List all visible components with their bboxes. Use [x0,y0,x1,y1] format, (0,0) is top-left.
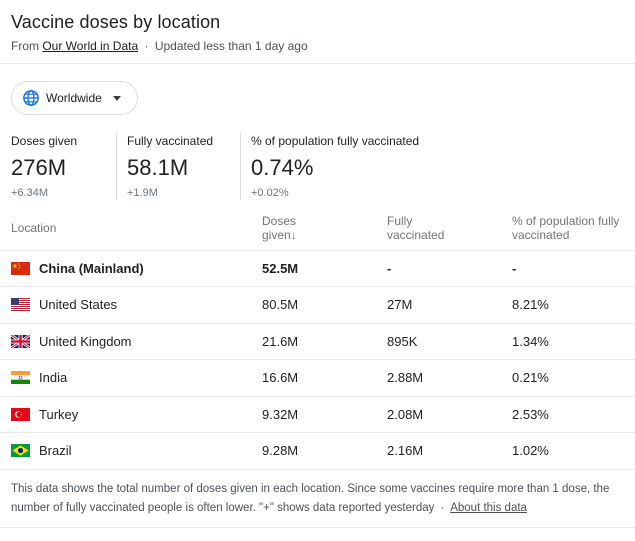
column-header-fully-vaccinated[interactable]: Fully vaccinated [387,206,512,251]
stat-value: 58.1M [127,155,189,180]
column-header-location: Location [0,206,262,251]
stat-label: Fully vaccinated [127,134,214,148]
fully-cell: 2.08M [387,396,512,433]
brazil-flag-icon [11,444,30,458]
percent-cell: 2.53% [512,396,635,433]
stat-value: 276M [11,155,67,180]
updated-text: Updated less than 1 day ago [154,39,308,53]
country-name: China (Mainland) [39,260,144,276]
column-header-doses-given[interactable]: Doses given↓ [262,206,387,251]
usa-flag-icon [11,298,30,312]
caret-down-icon [112,95,121,101]
doses-cell: 9.28M [262,432,387,470]
card-header: Vaccine doses by location From Our World… [0,0,635,64]
stat-delta: +1.9M [127,187,158,199]
turkey-flag-icon [11,407,30,421]
percent-cell: 1.02% [512,432,635,470]
source-prefix: From [11,39,39,53]
sort-arrow-icon: ↓ [290,227,297,242]
footer-note: This data shows the total number of dose… [11,480,626,518]
table-row[interactable]: United States 80.5M 27M 8.21% [0,286,635,324]
location-table: Location Doses given↓ Fully vaccinated % o… [0,206,635,470]
country-name: Brazil [39,443,72,459]
column-header-percent[interactable]: % of population fully vaccinated [512,206,635,251]
country-name: India [39,370,68,386]
summary-stats: Doses given 276M +6.34M Fully vaccinated… [11,133,440,200]
uk-flag-icon [10,333,31,349]
china-flag-icon [11,261,30,275]
fully-cell: 895K [387,323,512,360]
doses-cell: 16.6M [262,359,387,397]
fully-cell: 27M [387,286,512,324]
doses-cell: 80.5M [262,286,387,324]
source-line: From Our World in Data · Updated less th… [11,38,624,54]
stat-percent-vaccinated: % of population fully vaccinated 0.74% +… [240,133,440,200]
stat-label: % of population fully vaccinated [251,134,420,148]
country-name: United Kingdom [39,333,132,349]
doses-cell: 52.5M [262,250,387,287]
doses-cell: 9.32M [262,396,387,433]
stat-delta: +0.02% [251,187,289,199]
about-this-data-link[interactable]: About this data [450,502,527,514]
fully-cell: - [387,250,512,287]
stat-fully-vaccinated: Fully vaccinated 58.1M +1.9M [116,133,240,200]
country-name: United States [39,297,118,313]
stat-delta: +6.34M [11,187,48,199]
percent-cell: 0.21% [512,359,635,397]
percent-cell: - [512,250,635,287]
fully-cell: 2.16M [387,432,512,470]
separator: · [144,39,149,53]
percent-cell: 8.21% [512,286,635,324]
divider [0,527,635,528]
stat-label: Doses given [11,134,78,148]
country-name: Turkey [39,406,79,422]
stat-doses-given: Doses given 276M +6.34M [11,133,116,200]
table-row[interactable]: United Kingdom 21.6M 895K 1.34% [0,323,635,360]
table-header-row: Location Doses given↓ Fully vaccinated % o… [0,206,635,251]
doses-cell: 21.6M [262,323,387,360]
fully-cell: 2.88M [387,359,512,397]
globe-icon [22,89,40,107]
table-row[interactable]: Turkey 9.32M 2.08M 2.53% [0,396,635,433]
table-row[interactable]: China (Mainland) 52.5M - - [0,250,635,287]
page-title: Vaccine doses by location [11,12,221,32]
table-row[interactable]: India 16.6M 2.88M 0.21% [0,359,635,397]
table-row[interactable]: Brazil 9.28M 2.16M 1.02% [0,432,635,470]
stat-value: 0.74% [251,155,314,180]
source-link[interactable]: Our World in Data [42,39,139,53]
india-flag-icon [11,371,30,385]
separator: · [440,502,445,514]
location-dropdown[interactable]: Worldwide [11,81,138,115]
footer-text: This data shows the total number of dose… [11,483,610,514]
percent-cell: 1.34% [512,323,635,360]
location-dropdown-label: Worldwide [46,91,102,105]
